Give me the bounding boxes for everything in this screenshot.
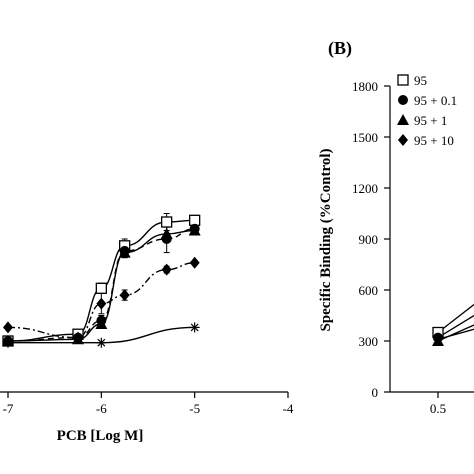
panel-b-y-axis-title: Specific Binding (%Control) <box>318 148 334 331</box>
panel-a: -7 -6 -5 -4 PCB [Log M] <box>0 213 294 444</box>
panel-b-y-tick-label: 1200 <box>352 181 378 196</box>
panel-a-data-point <box>188 224 201 236</box>
panel-b-legend-marker <box>397 74 409 86</box>
panel-b-x-tick-label: 0.5 <box>430 401 446 416</box>
panel-a-data-point <box>161 216 173 228</box>
panel-b-legend-label: 95 <box>414 73 427 88</box>
panel-a-x-ticks: -7 -6 -5 -4 <box>3 392 294 416</box>
panel-b-series-line <box>437 328 474 340</box>
panel-a-x-tick-label: -4 <box>283 401 294 416</box>
panel-b-curves <box>437 303 474 342</box>
panel-b-legend-label: 95 + 0.1 <box>414 93 457 108</box>
panel-a-data-point <box>3 337 13 348</box>
panel-b-y-tick-label: 0 <box>372 385 379 400</box>
panel-b-y-tick-label: 600 <box>359 283 379 298</box>
panel-a-data-point <box>73 331 83 344</box>
panel-a-data-point <box>95 282 107 294</box>
panel-a-x-axis-title: PCB [Log M] <box>57 428 144 444</box>
panel-b-series-line <box>437 303 474 334</box>
panel-b-x-ticks: 0.5 <box>430 392 446 416</box>
panel-a-x-tick-label: -6 <box>96 401 107 416</box>
panel-a-data-point <box>119 289 130 302</box>
panel-a-data-point <box>95 318 108 329</box>
panel-a-x-tick-label: -7 <box>3 401 14 416</box>
panel-b-legend-label: 95 + 1 <box>414 113 447 128</box>
panel-b-legend-marker <box>398 134 408 146</box>
panel-b-label: (B) <box>328 38 352 59</box>
panel-a-data-point <box>189 322 200 333</box>
panel-b-series-line <box>437 324 474 342</box>
panel-a-markers <box>2 214 201 348</box>
panel-a-data-point <box>160 227 173 239</box>
panel-a-data-point <box>118 246 131 258</box>
panel-b-series-line <box>437 315 474 339</box>
panel-a-data-point <box>189 256 200 269</box>
panel-b-legend: 95 95 + 0.1 95 + 1 95 + 10 <box>397 73 457 148</box>
panel-a-data-point <box>96 297 107 310</box>
panel-b-y-tick-label: 300 <box>359 334 379 349</box>
panel-a-x-tick-label: -5 <box>189 401 200 416</box>
panel-b-y-tick-label: 1800 <box>352 79 378 94</box>
panel-b-y-tick-label: 900 <box>359 232 379 247</box>
panel-b-legend-marker <box>398 95 408 105</box>
panel-b-markers <box>432 326 444 346</box>
panel-b-data-point <box>433 333 443 346</box>
panel-b-legend-marker <box>397 114 409 125</box>
panel-b-y-ticks: 0 300 600 900 1200 1500 1800 <box>352 79 390 400</box>
panel-a-data-point <box>161 263 172 276</box>
panel-a-data-point <box>3 321 13 334</box>
panel-b-legend-label: 95 + 10 <box>414 133 454 148</box>
panel-b: (B) 0 300 600 900 1200 1500 1800 0.5 Specific … <box>318 38 474 416</box>
panel-b-y-tick-label: 1500 <box>352 130 378 145</box>
panel-a-data-point <box>96 337 107 348</box>
